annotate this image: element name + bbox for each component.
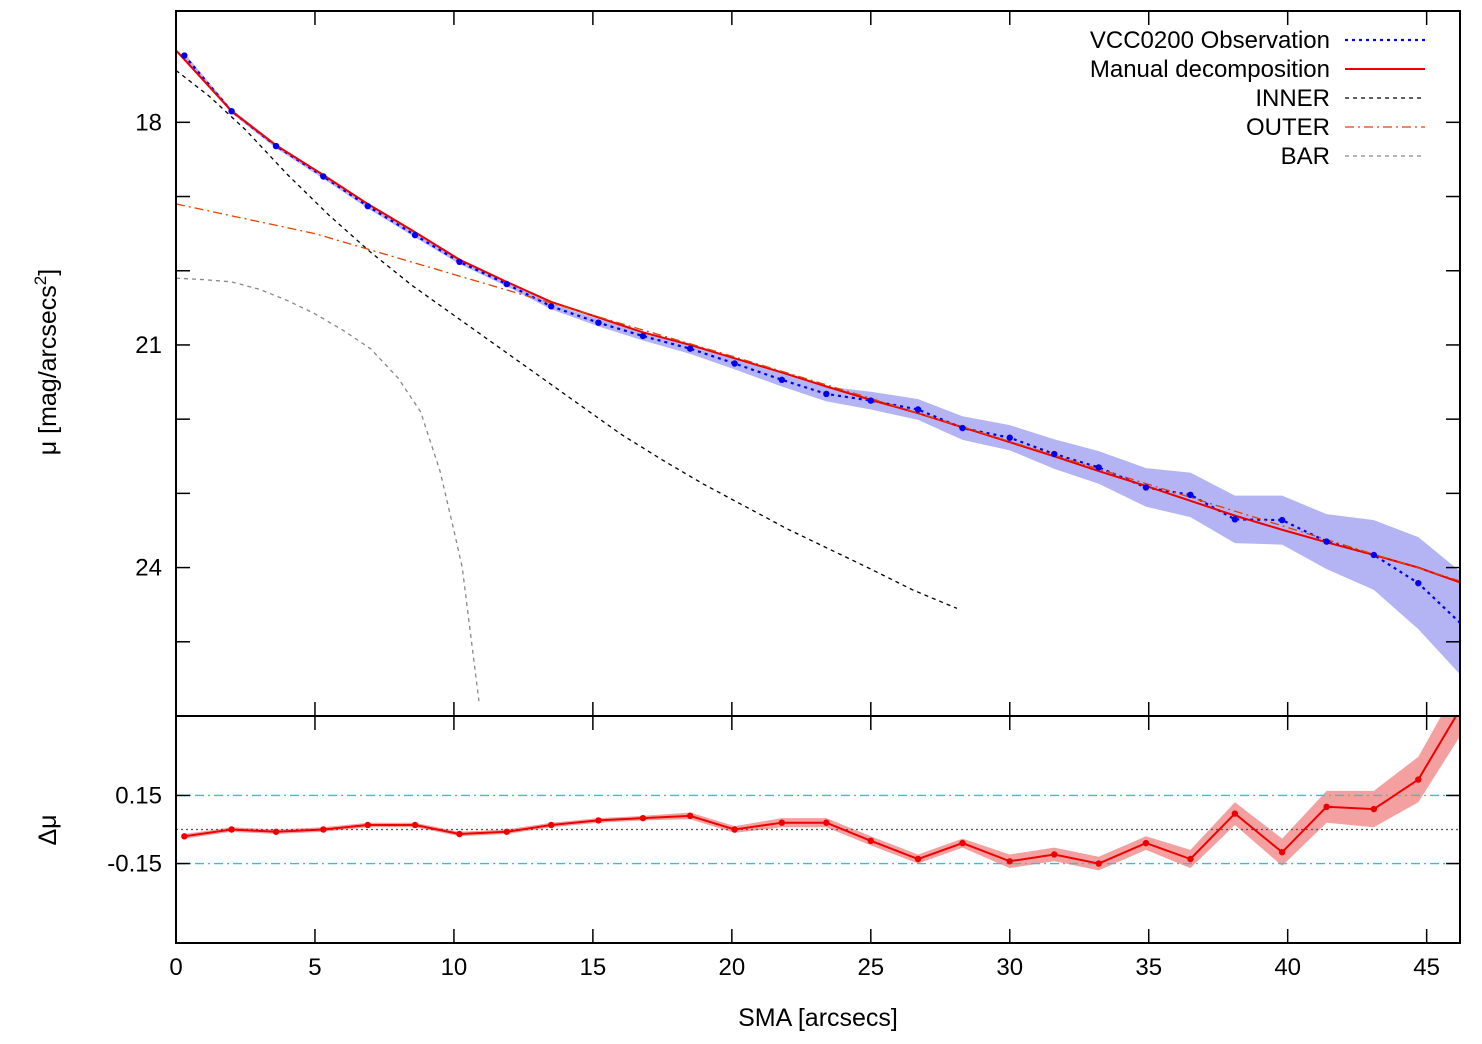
- residual-plot-frame: [175, 715, 1461, 944]
- residual-point: [1095, 860, 1102, 867]
- vcc0200-observation-point: [1278, 516, 1286, 524]
- y-axis-title-superscript: 2: [31, 276, 50, 285]
- vcc0200-observation-point: [686, 345, 694, 352]
- x-tick-label: 45: [1413, 954, 1440, 981]
- residual-point: [1142, 839, 1150, 847]
- vcc0200-observation-point: [595, 319, 602, 326]
- residual-point: [1231, 810, 1239, 817]
- vcc0200-observation-point: [959, 424, 966, 432]
- residual-point: [731, 826, 738, 833]
- residual-point: [778, 819, 786, 826]
- legend-label-inner: INNER: [1255, 85, 1330, 112]
- y-tick-label-residual: -0.15: [107, 851, 162, 878]
- vcc0200-observation-point: [1142, 484, 1150, 491]
- vcc0200-observation-point: [1051, 450, 1058, 458]
- residual-point: [914, 855, 922, 863]
- residual-point: [1415, 776, 1422, 783]
- axis-tick-labels: 0 5 10 15 20 25 30 35 40 45 18 21 24 0.15 -0.15: [107, 109, 1440, 981]
- residual-point: [823, 819, 830, 826]
- residual-point: [1323, 803, 1330, 810]
- x-tick-label: 15: [580, 954, 607, 981]
- x-tick-label: 35: [1135, 954, 1162, 981]
- y-tick-label-main: 24: [135, 555, 162, 582]
- vcc0200-observation-point: [1415, 579, 1422, 587]
- vcc0200-observation-point: [914, 406, 922, 413]
- y-tick-label-main: 18: [135, 109, 162, 136]
- y-tick-label-main: 21: [135, 332, 162, 359]
- vcc0200-observation-point: [1006, 434, 1013, 441]
- residual-point: [228, 826, 235, 833]
- residual-error-band: [184, 716, 1460, 871]
- x-axis-title: SMA [arcsecs]: [738, 1004, 898, 1032]
- vcc0200-observation-error-band: [184, 53, 1460, 675]
- vcc0200-observation-point: [320, 173, 327, 180]
- x-tick-label: 5: [308, 954, 321, 981]
- legend-label-manual-decomposition: Manual decomposition: [1090, 56, 1330, 83]
- vcc0200-observation-point: [364, 202, 371, 210]
- residual-point: [320, 826, 327, 833]
- vcc0200-observation-point: [1095, 464, 1102, 471]
- residual-point: [686, 812, 694, 820]
- residual-point: [1370, 805, 1378, 813]
- vcc0200-observation-point: [456, 258, 463, 266]
- main-series-lines: [176, 49, 1460, 702]
- x-tick-label: 30: [996, 954, 1023, 981]
- residual-point: [503, 828, 510, 835]
- x-tick-label: 25: [857, 954, 884, 981]
- residual-point: [1006, 858, 1013, 865]
- vcc0200-observation-point: [547, 303, 555, 310]
- residual-point: [959, 839, 966, 847]
- x-tick-label: 0: [169, 954, 182, 981]
- legend-label-vcc0200-observation: VCC0200 Observation: [1090, 27, 1330, 54]
- residual-point: [272, 828, 280, 835]
- vcc0200-observation-point: [411, 231, 419, 239]
- vcc0200-observation-point: [1323, 538, 1330, 545]
- manual-decomposition-line: [176, 49, 1460, 584]
- x-tick-label: 20: [718, 954, 745, 981]
- vcc0200-observation-point: [778, 376, 786, 384]
- residual-point: [1051, 851, 1058, 858]
- vcc0200-observation-point: [1187, 491, 1194, 499]
- residual-point: [547, 821, 555, 829]
- y-tick-label-residual: 0.15: [115, 782, 162, 809]
- vcc0200-observation-point: [1370, 551, 1378, 559]
- residual-point: [639, 814, 647, 822]
- vcc0200-observation-point: [639, 332, 647, 340]
- residual-point: [1278, 849, 1286, 856]
- vcc0200-observation-point: [181, 52, 188, 59]
- residual-point: [411, 821, 419, 829]
- vcc0200-observation-point: [1231, 516, 1239, 523]
- y-axis-title-residual: Δμ: [34, 814, 62, 845]
- vcc0200-observation-point: [867, 397, 875, 404]
- legend-label-bar: BAR: [1281, 143, 1330, 170]
- residual-point: [181, 833, 188, 840]
- residual-point: [456, 830, 463, 838]
- legend-label-outer: OUTER: [1246, 114, 1330, 141]
- y-axis-title-text: μ [mag/arcsecs: [34, 285, 62, 455]
- residual-point: [364, 821, 371, 829]
- x-tick-label: 10: [441, 954, 468, 981]
- vcc0200-observation-point: [731, 360, 738, 367]
- vcc0200-observation-point: [272, 142, 280, 150]
- inner-line: [176, 69, 958, 609]
- residual-points: [181, 776, 1422, 867]
- plot-frames: [175, 10, 1461, 944]
- vcc0200-observation-point: [823, 390, 830, 398]
- residual-error-bands: [184, 716, 1460, 871]
- vcc0200-observation-point: [503, 280, 510, 288]
- axis-ticks: [175, 11, 1460, 943]
- main-error-bands: [184, 53, 1460, 675]
- outer-line: [176, 203, 1460, 582]
- vcc0200-observation-point: [228, 107, 235, 115]
- residual-point: [867, 837, 875, 845]
- x-tick-label: 40: [1274, 954, 1301, 981]
- main-series-points: [181, 52, 1460, 628]
- residual-point: [1187, 855, 1194, 863]
- y-axis-title-close: ]: [34, 269, 62, 276]
- bar-line: [176, 277, 480, 702]
- y-axis-title-main: μ [mag/arcsecs2]: [31, 269, 62, 455]
- residual-point: [595, 817, 602, 824]
